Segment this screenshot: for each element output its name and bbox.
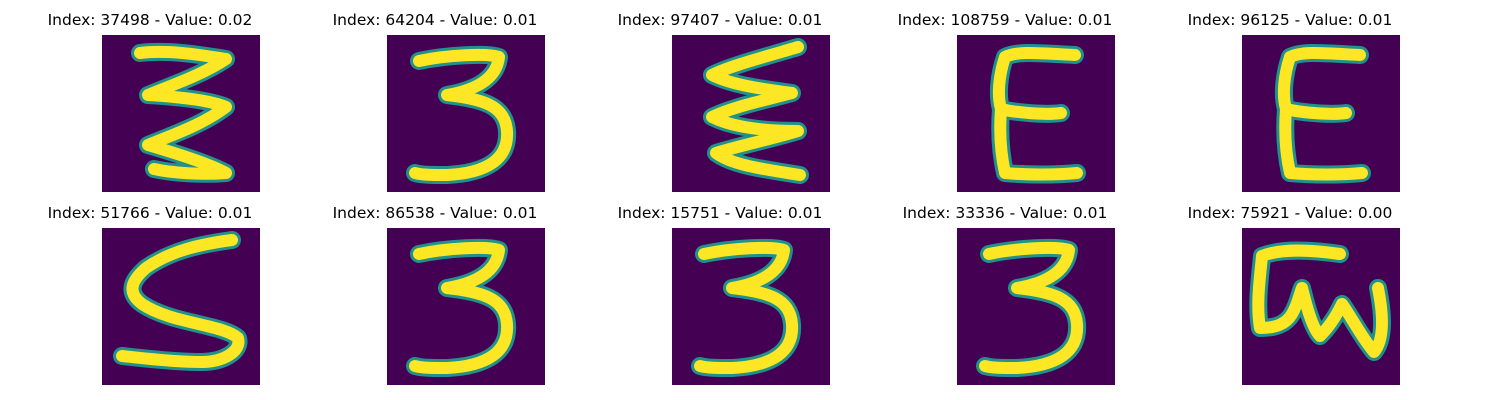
digit-stroke-svg [131, 42, 235, 183]
panel: Index: 96125 - Value: 0.01 [1140, 0, 1440, 193]
digit-stroke-svg [406, 45, 517, 184]
digit-stroke-svg [976, 238, 1087, 377]
panel: Index: 64204 - Value: 0.01 [285, 0, 585, 193]
digit-stroke [992, 47, 1083, 181]
panel-title: Index: 96125 - Value: 0.01 [1187, 11, 1393, 29]
panel-title: Index: 86538 - Value: 0.01 [332, 204, 538, 222]
digit-stroke [116, 234, 245, 368]
digit-image [102, 228, 260, 385]
digit-stroke-svg [1274, 44, 1371, 184]
panel: Index: 86538 - Value: 0.01 [285, 193, 585, 386]
panel: Index: 15751 - Value: 0.01 [570, 193, 870, 386]
panel: Index: 108759 - Value: 0.01 [855, 0, 1155, 193]
panel-title: Index: 108759 - Value: 0.01 [897, 11, 1113, 29]
panel-title: Index: 33336 - Value: 0.01 [902, 204, 1108, 222]
digit-image [387, 228, 545, 385]
digit-stroke-svg [406, 238, 517, 377]
digit-image [1242, 228, 1400, 385]
digit-stroke-svg [989, 44, 1086, 184]
panel-title: Index: 37498 - Value: 0.02 [47, 11, 253, 29]
digit-image [672, 35, 830, 192]
digit-stroke-svg [691, 238, 802, 377]
digit-image [957, 228, 1115, 385]
panel: Index: 97407 - Value: 0.01 [570, 0, 870, 193]
digit-stroke-svg [703, 38, 809, 184]
digit-image [957, 35, 1115, 192]
panel-title: Index: 15751 - Value: 0.01 [617, 204, 823, 222]
panel: Index: 75921 - Value: 0.00 [1140, 193, 1440, 386]
panel-title: Index: 51766 - Value: 0.01 [47, 204, 253, 222]
panel: Index: 33336 - Value: 0.01 [855, 193, 1155, 386]
digit-stroke-svg [113, 231, 248, 371]
digit-stroke [1277, 47, 1368, 181]
digit-stroke [694, 241, 799, 374]
panel-title: Index: 97407 - Value: 0.01 [617, 11, 823, 29]
digit-image [672, 228, 830, 385]
digit-image [102, 35, 260, 192]
panel: Index: 51766 - Value: 0.01 [0, 193, 300, 386]
digit-stroke-svg [1249, 241, 1391, 361]
panel: Index: 37498 - Value: 0.02 [0, 0, 300, 193]
panel-title: Index: 64204 - Value: 0.01 [332, 11, 538, 29]
digit-stroke [409, 241, 514, 374]
digit-image [387, 35, 545, 192]
digit-stroke [979, 241, 1084, 374]
digit-stroke [134, 45, 232, 180]
digit-image [1242, 35, 1400, 192]
panel-title: Index: 75921 - Value: 0.00 [1187, 204, 1393, 222]
digit-stroke [706, 41, 806, 181]
digit-stroke [409, 48, 514, 181]
digit-stroke [1252, 244, 1388, 358]
